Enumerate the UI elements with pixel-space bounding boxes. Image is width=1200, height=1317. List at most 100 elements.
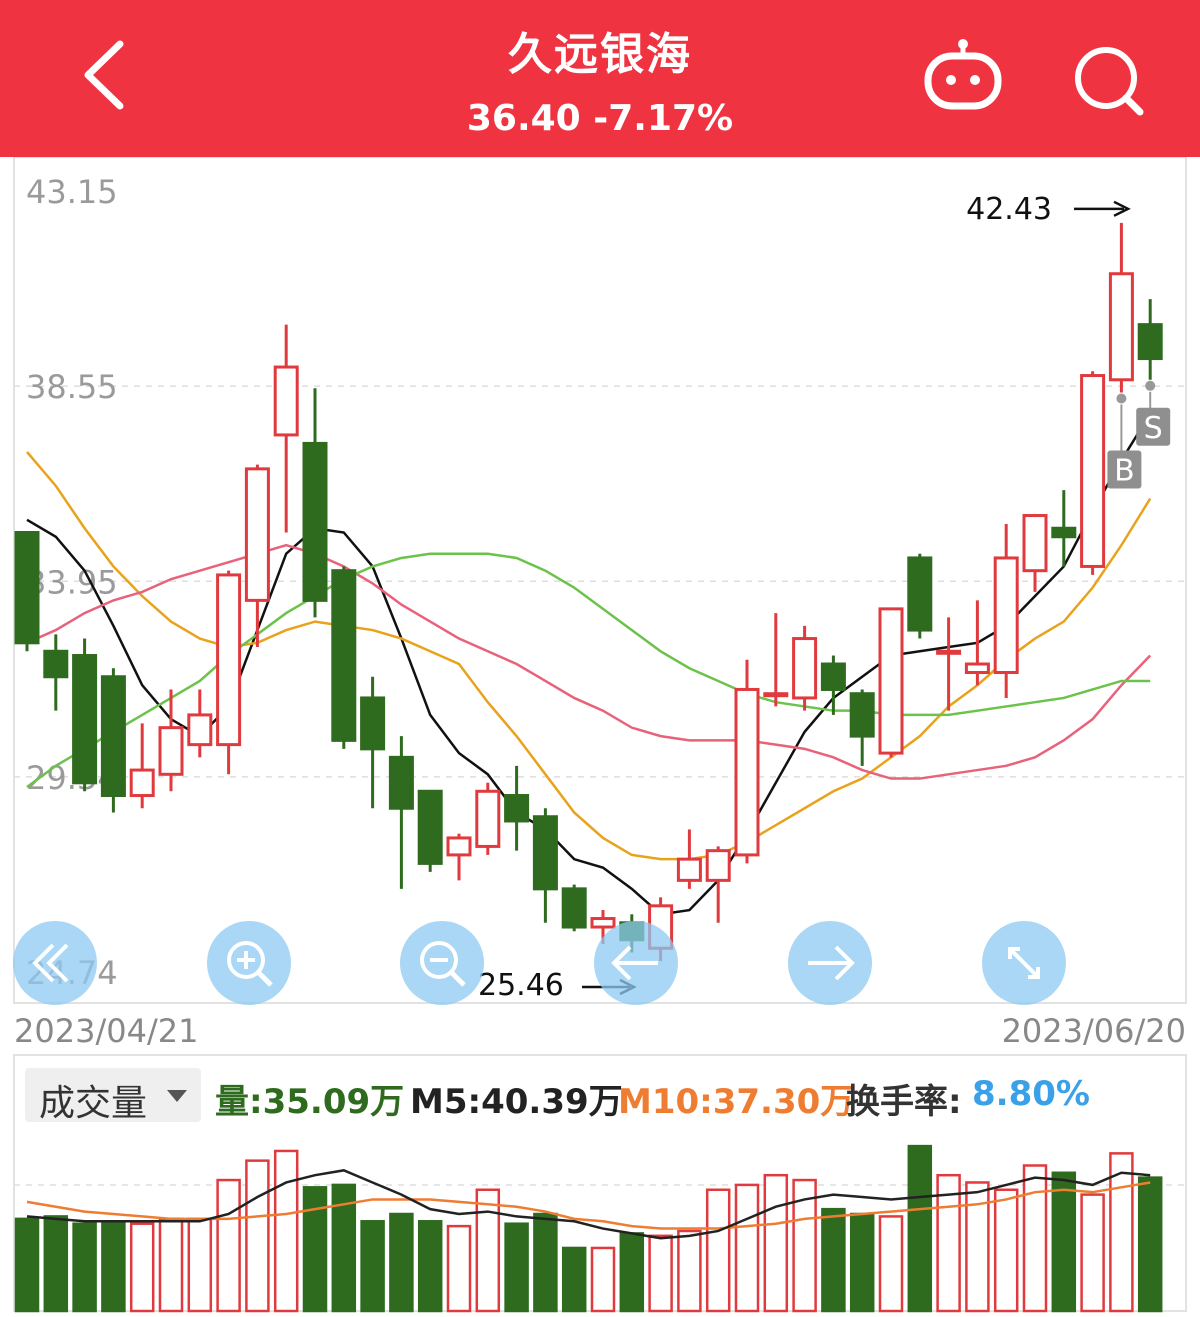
candle <box>532 808 558 923</box>
candle-body <box>792 637 818 700</box>
back-button[interactable] <box>70 30 140 120</box>
volume-m10: M10:37.30万 <box>618 1082 855 1122</box>
candle-body <box>129 768 155 798</box>
chart-frame <box>13 157 1187 1004</box>
ma-line-ma5 <box>26 413 1152 916</box>
high-price-label: 42.43 <box>966 192 1052 227</box>
volume-bar <box>533 1212 558 1313</box>
candle-body <box>331 569 357 742</box>
volume-bar <box>101 1220 126 1313</box>
caret-down-icon <box>167 1090 187 1102</box>
app-header: 久远银海 36.40 -7.17% <box>0 0 1200 157</box>
stock-chart[interactable]: 43.1538.5533.9529.3424.74BS42.4325.46202… <box>0 157 1200 1317</box>
volume-bar <box>965 1181 990 1313</box>
volume-bar <box>446 1224 472 1313</box>
glyph <box>420 941 458 979</box>
indicator-select-label: 成交量 <box>39 1083 148 1124</box>
marker-dot <box>1145 380 1156 391</box>
volume-value: 量:35.09万 <box>215 1082 405 1122</box>
candle-body <box>158 726 184 776</box>
candle <box>331 566 357 749</box>
fullscreen-button[interactable] <box>982 921 1066 1005</box>
volume-bar <box>677 1229 702 1313</box>
step-left-button[interactable] <box>594 921 678 1005</box>
candle-body <box>273 365 299 437</box>
y-axis-label: 43.15 <box>26 173 118 211</box>
search-button[interactable] <box>1070 42 1150 122</box>
volume-bar <box>561 1246 587 1313</box>
glyph <box>1028 967 1040 979</box>
volume-bar <box>907 1144 933 1313</box>
glyph <box>257 971 273 987</box>
volume-bar <box>763 1173 789 1313</box>
volume-bar <box>129 1222 155 1313</box>
volume-bar <box>187 1217 213 1313</box>
trade-marker-label: S <box>1144 411 1163 446</box>
candle <box>1108 222 1134 393</box>
candle-body <box>561 887 587 929</box>
candle <box>417 789 443 872</box>
candle-body <box>1022 514 1048 573</box>
candle-body <box>964 662 990 674</box>
volume-bar <box>389 1212 414 1313</box>
zoom-out-button[interactable] <box>400 921 484 1005</box>
candle-body <box>705 849 731 882</box>
glyph <box>611 945 632 981</box>
candle <box>878 607 904 758</box>
assistant-button[interactable] <box>918 36 1008 116</box>
volume-bar <box>590 1246 616 1313</box>
candle-body <box>878 607 904 755</box>
candle <box>43 634 69 711</box>
candle <box>1137 299 1163 380</box>
glyph <box>1008 947 1040 979</box>
candle <box>907 553 933 639</box>
volume-bar <box>1051 1171 1077 1313</box>
candle <box>964 600 990 686</box>
zoom-in-icon <box>207 921 291 1005</box>
scroll-left-button[interactable] <box>13 921 97 1005</box>
candle <box>72 638 98 792</box>
volume-bar <box>993 1188 1019 1313</box>
volume-bar <box>360 1220 385 1313</box>
volume-bar <box>504 1222 529 1313</box>
candle <box>792 625 818 711</box>
candle-body <box>993 556 1019 674</box>
candle-body <box>417 789 443 865</box>
candle <box>676 829 702 889</box>
x-end-date: 2023/06/20 <box>1002 1012 1186 1050</box>
zoom-in-button[interactable] <box>207 921 291 1005</box>
candle-body <box>388 755 414 810</box>
volume-bar <box>245 1159 270 1313</box>
glyph <box>1008 947 1020 959</box>
turnover-value: 8.80% <box>972 1074 1090 1114</box>
candle-body <box>936 649 962 655</box>
scroll-left-icon <box>13 921 97 1005</box>
candle <box>734 659 760 864</box>
volume-ma5-line <box>26 1169 1151 1240</box>
search-icon <box>1075 47 1144 116</box>
price-change: 36.40 -7.17% <box>0 98 1200 139</box>
volume-bar <box>417 1220 443 1313</box>
trade-marker-label: B <box>1114 454 1135 489</box>
ma-line-ma30 <box>26 552 1151 789</box>
trade-marker-s <box>1136 407 1171 446</box>
indicator-select[interactable]: 成交量 <box>25 1068 201 1124</box>
chevron-left-icon <box>84 40 124 110</box>
volume-bar <box>158 1217 184 1313</box>
candle-body <box>43 649 69 679</box>
high-arrow-head <box>1113 200 1131 217</box>
candle-body <box>100 675 126 798</box>
change-percent: -7.17% <box>593 98 734 139</box>
step-right-button[interactable] <box>788 921 872 1005</box>
volume-bar <box>43 1215 69 1313</box>
volume-bar <box>14 1217 40 1313</box>
x-start-date: 2023/04/21 <box>14 1012 198 1050</box>
volume-bar <box>1137 1176 1163 1313</box>
candle-body <box>763 692 789 698</box>
volume-bar <box>1022 1164 1048 1313</box>
candle <box>475 782 501 855</box>
volume-indicator-bar: 成交量 量:35.09万 M5:40.39万 M10:37.30万 换手率: 8… <box>0 1068 1200 1124</box>
ma-line-ma10 <box>26 451 1152 861</box>
low-price-label: 25.46 <box>478 968 564 1003</box>
glyph <box>834 945 855 981</box>
